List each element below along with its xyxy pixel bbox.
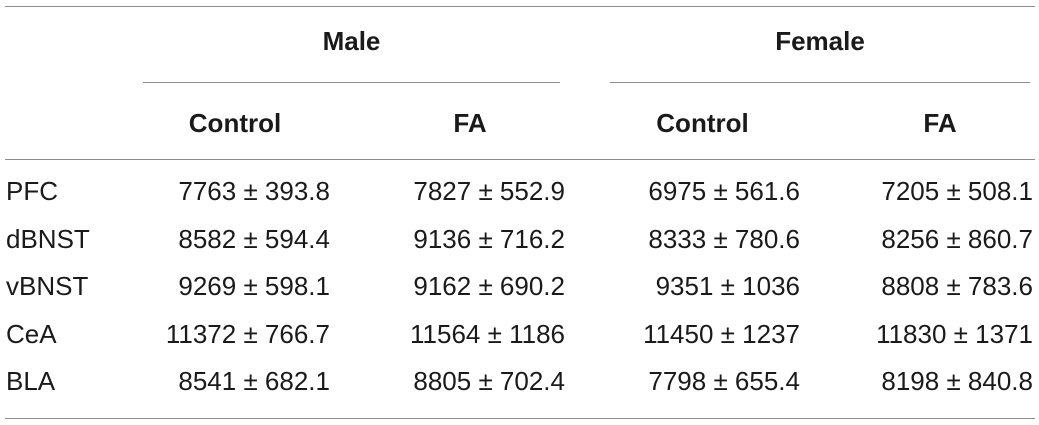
- subheader-male-fa: FA: [453, 108, 487, 138]
- row-label: dBNST: [6, 223, 90, 254]
- table-cell: 8256 ± 860.7: [881, 223, 1033, 254]
- table-cell: 11830 ± 1371: [876, 318, 1033, 349]
- table-bottom-rule: [5, 418, 1035, 419]
- table-cell: 8198 ± 840.8: [881, 366, 1033, 396]
- table-cell: 7205 ± 508.1: [881, 176, 1033, 206]
- table-cell: 9351 ± 1036: [655, 271, 800, 301]
- table-row: vBNST 9269 ± 598.1 9162 ± 690.2 9351 ± 1…: [0, 265, 1039, 313]
- row-label: CeA: [6, 318, 57, 349]
- table-row: dBNST 8582 ± 594.4 9136 ± 716.2 8333 ± 7…: [0, 218, 1039, 266]
- group-rule-male: [143, 82, 560, 83]
- table-cell: 8333 ± 780.6: [648, 223, 800, 254]
- group-rule-female: [610, 82, 1030, 83]
- header-bottom-rule: [5, 159, 1035, 160]
- table-cell: 11564 ± 1186: [410, 318, 565, 349]
- subheader-female-control: Control: [656, 108, 749, 138]
- row-label: PFC: [6, 176, 58, 206]
- table-body: PFC 7763 ± 393.8 7827 ± 552.9 6975 ± 561…: [0, 170, 1039, 408]
- table-cell: 8808 ± 783.6: [881, 271, 1033, 301]
- table-cell: 11372 ± 766.7: [165, 318, 330, 349]
- table-cell: 11450 ± 1237: [643, 318, 800, 349]
- table-cell: 8582 ± 594.4: [178, 223, 330, 254]
- table-row: PFC 7763 ± 393.8 7827 ± 552.9 6975 ± 561…: [0, 170, 1039, 218]
- table-cell: 8805 ± 702.4: [413, 366, 565, 396]
- group-header-female: Female: [775, 26, 865, 56]
- table-cell: 6975 ± 561.6: [648, 176, 800, 206]
- table-row: CeA 11372 ± 766.7 11564 ± 1186 11450 ± 1…: [0, 313, 1039, 361]
- table-top-rule: [5, 6, 1035, 7]
- subheader-male-control: Control: [188, 108, 282, 138]
- table-cell: 8541 ± 682.1: [178, 366, 330, 396]
- group-header-male: Male: [322, 26, 381, 56]
- row-label: vBNST: [6, 271, 89, 301]
- table-cell: 7798 ± 655.4: [648, 366, 800, 396]
- row-label: BLA: [6, 366, 56, 396]
- subheader-female-fa: FA: [923, 108, 957, 138]
- table-cell: 9162 ± 690.2: [413, 271, 565, 301]
- table-row: BLA 8541 ± 682.1 8805 ± 702.4 7798 ± 655…: [0, 360, 1039, 408]
- table-cell: 9269 ± 598.1: [178, 271, 330, 301]
- table-cell: 7827 ± 552.9: [413, 176, 565, 206]
- table-cell: 9136 ± 716.2: [413, 223, 565, 254]
- table-cell: 7763 ± 393.8: [178, 176, 330, 206]
